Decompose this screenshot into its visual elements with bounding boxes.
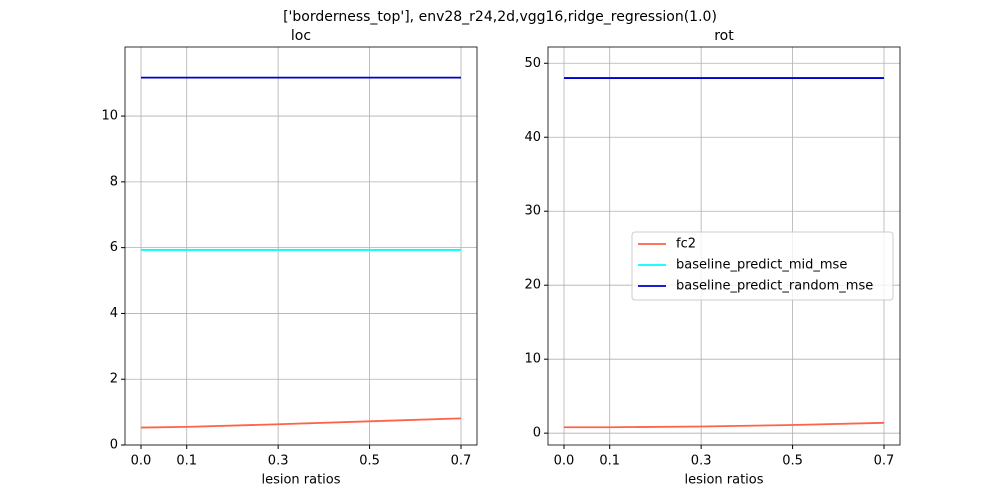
- legend-box: [631, 231, 894, 301]
- x-tick-label: 0.7: [451, 454, 472, 469]
- y-tick-label: 2: [110, 372, 118, 387]
- figure-title: ['borderness_top'], env28_r24,2d,vgg16,r…: [283, 9, 717, 25]
- axes-title: rot: [714, 28, 734, 44]
- y-tick-label: 4: [110, 306, 118, 321]
- y-tick-label: 20: [524, 278, 541, 293]
- axes-frame: [547, 46, 901, 446]
- x-axis-label: lesion ratios: [261, 473, 340, 488]
- y-tick-label: 0: [533, 426, 541, 441]
- x-tick-label: 0.3: [268, 454, 289, 469]
- legend-label: fc2: [676, 237, 696, 252]
- y-tick-label: 50: [524, 56, 541, 71]
- series-line: [140, 417, 462, 429]
- x-tick-label: 0.0: [554, 454, 575, 469]
- x-tick-label: 0.3: [691, 454, 712, 469]
- x-tick-label: 0.1: [599, 454, 620, 469]
- y-tick-label: 8: [110, 174, 118, 189]
- x-tick-label: 0.5: [359, 454, 380, 469]
- y-tick-label: 30: [524, 204, 541, 219]
- x-axis-label: lesion ratios: [684, 473, 763, 488]
- legend-label: baseline_predict_mid_mse: [676, 258, 847, 273]
- y-tick-label: 10: [524, 352, 541, 367]
- y-tick-label: 6: [110, 240, 118, 255]
- legend-label: baseline_predict_random_mse: [676, 279, 873, 294]
- x-tick-label: 0.1: [176, 454, 197, 469]
- y-tick-label: 10: [101, 109, 118, 124]
- y-tick-label: 40: [524, 130, 541, 145]
- axes-title: loc: [291, 28, 311, 44]
- x-tick-label: 0.5: [782, 454, 803, 469]
- series-line: [564, 421, 885, 429]
- x-tick-label: 0.7: [874, 454, 895, 469]
- x-tick-label: 0.0: [131, 454, 152, 469]
- y-tick-label: 0: [110, 438, 118, 453]
- axes-frame: [124, 46, 478, 446]
